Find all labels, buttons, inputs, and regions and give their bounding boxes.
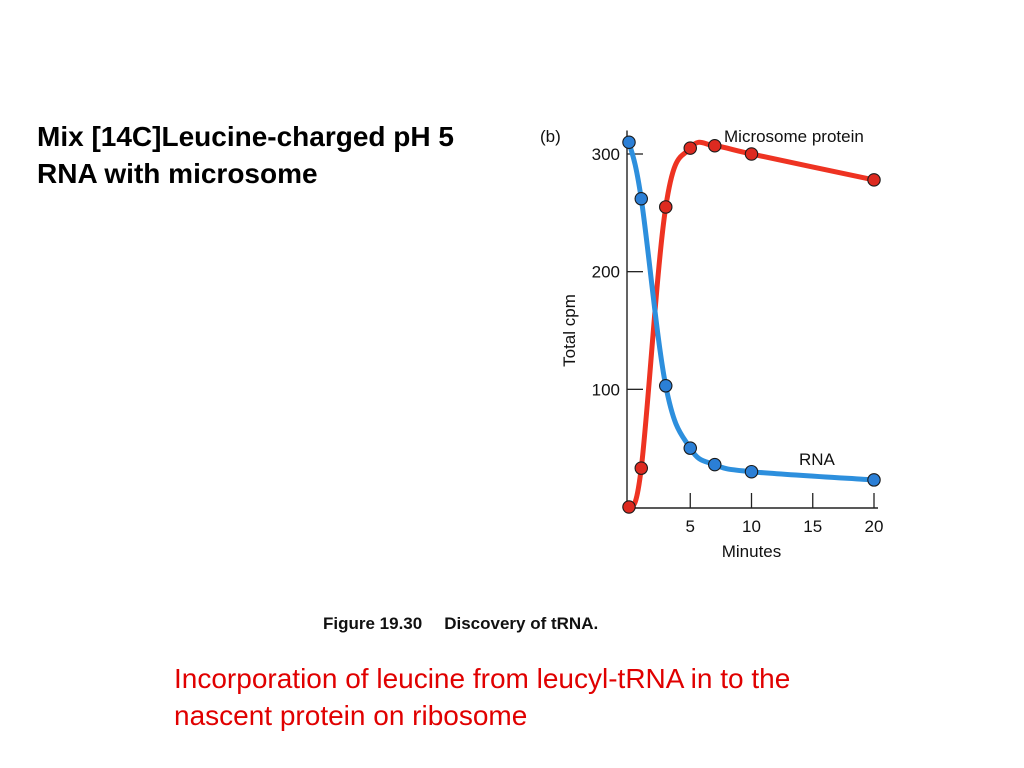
figure-caption: Figure 19.30 Discovery of tRNA. [323, 614, 598, 634]
series-layer [626, 139, 877, 510]
point-rna-7 [708, 457, 722, 472]
point-rna-3 [659, 379, 673, 393]
slide-note: Incorporation of leucine from leucyl-tRN… [174, 660, 954, 734]
point-microsome-protein-7 [708, 139, 722, 153]
x-tick-label-5: 5 [686, 517, 695, 536]
series-line-microsome-protein [626, 139, 877, 510]
point-microsome-protein-0 [622, 500, 636, 514]
slide-note-line-2: nascent protein on ribosome [174, 700, 528, 731]
point-microsome-protein-20 [867, 173, 881, 187]
series-label-microsome-protein: Microsome protein [724, 127, 864, 146]
axes-layer [626, 130, 878, 509]
point-rna-10 [744, 464, 759, 479]
leucine-incorporation-chart: 100 200 300 5 10 15 20 Minutes Total cpm (b) Micro… [535, 110, 935, 580]
y-axis-label: Total cpm [560, 294, 579, 367]
x-tick-label-10: 10 [742, 517, 761, 536]
markers-layer [622, 135, 881, 514]
y-tick-label-200: 200 [592, 263, 620, 282]
point-microsome-protein-3 [659, 200, 673, 214]
point-rna-5 [683, 441, 698, 455]
figure-title: Discovery of tRNA. [444, 614, 599, 633]
point-rna-20 [867, 473, 881, 487]
x-axis-label: Minutes [722, 542, 782, 561]
text-layer: 100 200 300 5 10 15 20 Minutes Total cpm (b) Micro… [540, 127, 883, 561]
panel-label: (b) [540, 127, 561, 146]
y-tick-label-300: 300 [592, 145, 620, 164]
chart-canvas: 100 200 300 5 10 15 20 Minutes Total cpm (b) Micro… [540, 127, 883, 561]
point-rna-1 [634, 191, 649, 206]
point-microsome-protein-5 [683, 141, 698, 155]
series-label-rna: RNA [799, 450, 836, 469]
slide-heading-line-2: RNA with microsome [37, 158, 318, 189]
point-rna-0 [622, 135, 636, 149]
point-microsome-protein-1 [634, 461, 649, 475]
figure-number: Figure 19.30 [323, 614, 423, 633]
x-tick-label-15: 15 [803, 517, 822, 536]
x-tick-label-20: 20 [865, 517, 884, 536]
slide-heading-line-1: Mix [14C]Leucine-charged pH 5 [37, 121, 454, 152]
slide-heading: Mix [14C]Leucine-charged pH 5 RNA with m… [37, 118, 527, 192]
point-microsome-protein-10 [744, 147, 759, 161]
slide-note-line-1: Incorporation of leucine from leucyl-tRN… [174, 663, 791, 694]
y-tick-label-100: 100 [592, 380, 620, 399]
